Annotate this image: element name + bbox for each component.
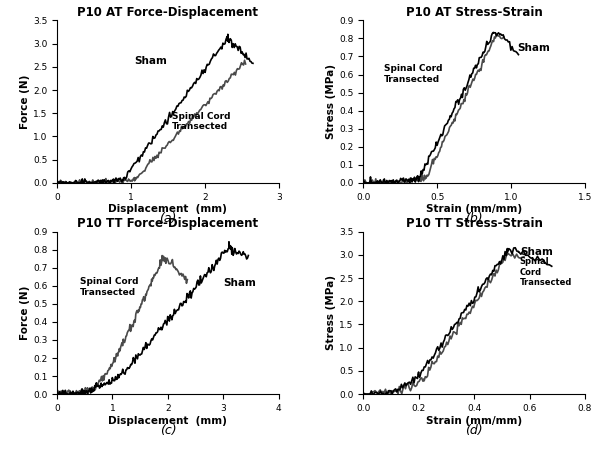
Text: Spinal Cord
Transected: Spinal Cord Transected (384, 64, 442, 84)
X-axis label: Displacement  (mm): Displacement (mm) (109, 415, 227, 426)
Text: Spinal Cord
Transected: Spinal Cord Transected (80, 277, 139, 297)
X-axis label: Strain (mm/mm): Strain (mm/mm) (426, 415, 522, 426)
Y-axis label: Force (N): Force (N) (20, 74, 30, 129)
Text: (b): (b) (465, 212, 483, 225)
Y-axis label: Force (N): Force (N) (20, 286, 30, 340)
Text: Sham: Sham (223, 278, 256, 288)
Text: Sham: Sham (520, 247, 553, 257)
Y-axis label: Stress (MPa): Stress (MPa) (326, 275, 336, 350)
Text: Sham: Sham (134, 57, 167, 67)
Text: (c): (c) (160, 424, 176, 437)
X-axis label: Displacement  (mm): Displacement (mm) (109, 204, 227, 214)
Title: P10 TT Stress-Strain: P10 TT Stress-Strain (406, 217, 542, 231)
Text: (a): (a) (159, 212, 176, 225)
Title: P10 AT Stress-Strain: P10 AT Stress-Strain (406, 6, 542, 19)
X-axis label: Strain (mm/mm): Strain (mm/mm) (426, 204, 522, 214)
Title: P10 TT Force-Displacement: P10 TT Force-Displacement (77, 217, 259, 231)
Title: P10 AT Force-Displacement: P10 AT Force-Displacement (77, 6, 259, 19)
Y-axis label: Stress (MPa): Stress (MPa) (326, 64, 336, 139)
Text: (d): (d) (465, 424, 483, 437)
Text: Sham: Sham (517, 43, 550, 53)
Text: Spinal Cord
Transected: Spinal Cord Transected (172, 112, 230, 131)
Text: Spinal
Cord
Transected: Spinal Cord Transected (520, 257, 572, 287)
